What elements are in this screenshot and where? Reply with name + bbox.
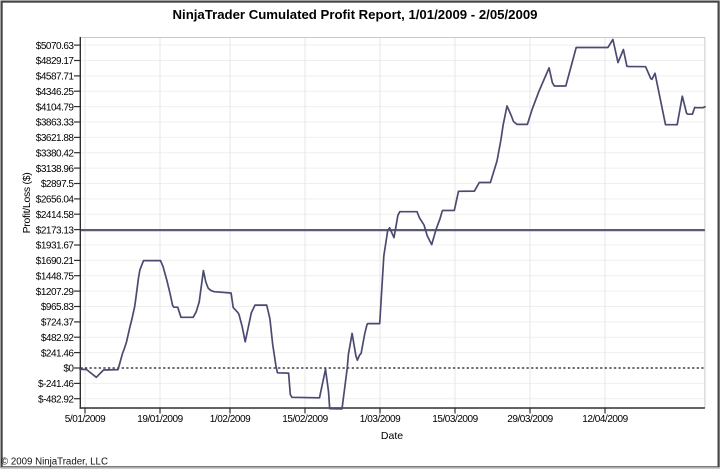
svg-text:1/03/2009: 1/03/2009 [360,414,401,425]
svg-text:15/02/2009: 15/02/2009 [282,414,328,425]
svg-text:$4587.71: $4587.71 [36,72,75,83]
svg-text:$3863.33: $3863.33 [36,118,75,129]
svg-text:$965.83: $965.83 [41,302,75,313]
svg-text:© 2009 NinjaTrader, LLC: © 2009 NinjaTrader, LLC [1,456,108,467]
svg-text:12/04/2009: 12/04/2009 [582,414,628,425]
svg-text:$1931.67: $1931.67 [36,241,75,252]
svg-text:$4829.17: $4829.17 [36,56,75,67]
svg-text:$1207.29: $1207.29 [36,287,75,298]
svg-text:$2414.58: $2414.58 [36,210,75,221]
svg-text:$-241.46: $-241.46 [38,379,74,390]
svg-text:$1690.21: $1690.21 [36,256,75,267]
svg-text:$2656.04: $2656.04 [36,195,75,206]
svg-text:$2897.5: $2897.5 [41,179,75,190]
svg-text:19/01/2009: 19/01/2009 [137,414,183,425]
svg-text:$2173.13: $2173.13 [36,225,75,236]
svg-text:$-482.92: $-482.92 [38,394,74,405]
svg-text:$3380.42: $3380.42 [36,148,75,159]
svg-text:$4104.79: $4104.79 [36,102,75,113]
svg-text:$482.92: $482.92 [41,333,75,344]
svg-text:Date: Date [381,430,403,442]
svg-text:15/03/2009: 15/03/2009 [432,414,478,425]
svg-text:$4346.25: $4346.25 [36,87,75,98]
svg-text:$241.46: $241.46 [41,348,75,359]
svg-text:1/02/2009: 1/02/2009 [210,414,251,425]
svg-text:$3138.96: $3138.96 [36,164,75,175]
svg-text:5/01/2009: 5/01/2009 [65,414,106,425]
svg-text:NinjaTrader Cumulated Profit R: NinjaTrader Cumulated Profit Report, 1/0… [173,7,538,22]
svg-text:$1448.75: $1448.75 [36,271,75,282]
svg-text:29/03/2009: 29/03/2009 [507,414,553,425]
svg-text:Profit/Loss ($): Profit/Loss ($) [21,173,33,234]
svg-text:$5070.63: $5070.63 [36,41,75,52]
svg-text:$724.37: $724.37 [41,318,75,329]
svg-text:$0: $0 [63,364,74,375]
svg-text:$3621.88: $3621.88 [36,133,75,144]
